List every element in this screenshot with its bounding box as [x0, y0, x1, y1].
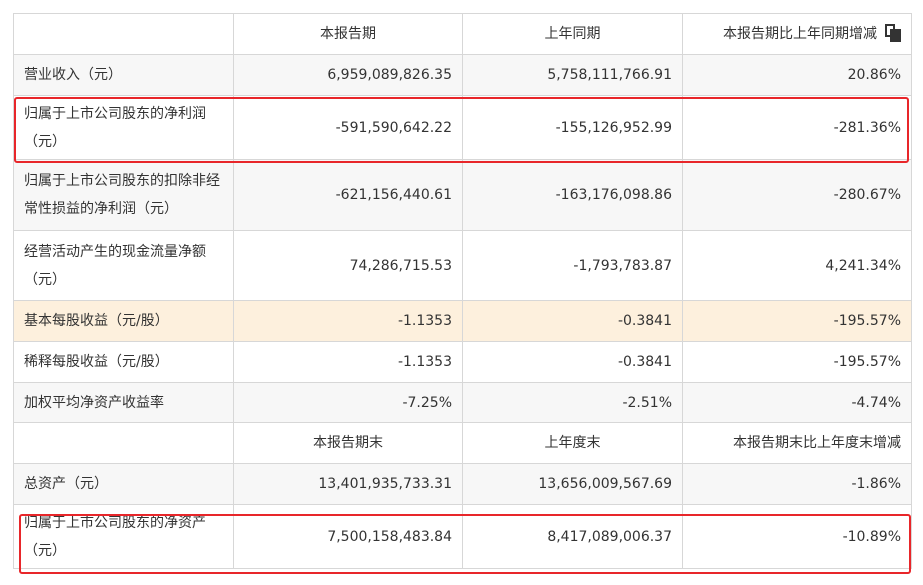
table-row: 归属于上市公司股东的净利润（元） -591,590,642.22 -155,12… — [13, 95, 912, 160]
row-value-prior: -2.51% — [462, 382, 683, 423]
row-value-current: 74,286,715.53 — [233, 230, 463, 301]
row-value-change: -1.86% — [682, 463, 912, 505]
table-row: 总资产（元） 13,401,935,733.31 13,656,009,567.… — [13, 463, 912, 505]
row-value-current: 6,959,089,826.35 — [233, 54, 463, 96]
row-value-change: 20.86% — [682, 54, 912, 96]
row-value-change: -195.57% — [682, 341, 912, 383]
row-value-change: -10.89% — [682, 504, 912, 569]
row-value-current: -591,590,642.22 — [233, 95, 463, 160]
row-value-change: -281.36% — [682, 95, 912, 160]
row-label: 基本每股收益（元/股） — [13, 300, 234, 342]
header-empty-cell — [13, 13, 234, 55]
subheader-empty-cell — [13, 422, 234, 464]
header-change-label: 本报告期比上年同期增减 — [723, 26, 877, 42]
row-value-current: 7,500,158,483.84 — [233, 504, 463, 569]
table-row-highlighted: 基本每股收益（元/股） -1.1353 -0.3841 -195.57% — [13, 300, 912, 342]
row-value-current: -621,156,440.61 — [233, 159, 463, 231]
row-label: 营业收入（元） — [13, 54, 234, 96]
header-current-period: 本报告期 — [233, 13, 463, 55]
row-value-prior: -0.3841 — [462, 300, 683, 342]
row-value-change: -280.67% — [682, 159, 912, 231]
subheader-period-end: 本报告期末 — [233, 422, 463, 464]
row-value-prior: -155,126,952.99 — [462, 95, 683, 160]
row-value-prior: 13,656,009,567.69 — [462, 463, 683, 505]
row-value-current: -1.1353 — [233, 300, 463, 342]
table-row: 归属于上市公司股东的净资产（元） 7,500,158,483.84 8,417,… — [13, 504, 912, 569]
row-label: 总资产（元） — [13, 463, 234, 505]
table-row: 稀释每股收益（元/股） -1.1353 -0.3841 -195.57% — [13, 341, 912, 383]
table-row: 营业收入（元） 6,959,089,826.35 5,758,111,766.9… — [13, 54, 912, 96]
table-row: 经营活动产生的现金流量净额（元） 74,286,715.53 -1,793,78… — [13, 230, 912, 301]
row-value-prior: -1,793,783.87 — [462, 230, 683, 301]
subheader-prior-year-end: 上年度末 — [462, 422, 683, 464]
row-value-prior: -0.3841 — [462, 341, 683, 383]
row-value-current: -1.1353 — [233, 341, 463, 383]
row-value-change: 4,241.34% — [682, 230, 912, 301]
table-row: 加权平均净资产收益率 -7.25% -2.51% -4.74% — [13, 382, 912, 423]
row-value-change: -195.57% — [682, 300, 912, 342]
subheader-change: 本报告期末比上年度末增减 — [682, 422, 912, 464]
row-value-current: 13,401,935,733.31 — [233, 463, 463, 505]
row-label: 稀释每股收益（元/股） — [13, 341, 234, 383]
table-row: 归属于上市公司股东的扣除非经常性损益的净利润（元） -621,156,440.6… — [13, 159, 912, 231]
subheader-row: 本报告期末 上年度末 本报告期末比上年度末增减 — [13, 422, 912, 464]
copy-icon[interactable] — [885, 24, 901, 42]
financial-summary-table: 本报告期 上年同期 本报告期比上年同期增减 营业收入（元） 6,959,089,… — [13, 13, 912, 569]
row-label: 经营活动产生的现金流量净额（元） — [13, 230, 234, 301]
row-label: 归属于上市公司股东的净利润（元） — [13, 95, 234, 160]
row-label: 归属于上市公司股东的扣除非经常性损益的净利润（元） — [13, 159, 234, 231]
row-label: 加权平均净资产收益率 — [13, 382, 234, 423]
row-value-prior: -163,176,098.86 — [462, 159, 683, 231]
header-prior-period: 上年同期 — [462, 13, 683, 55]
row-value-change: -4.74% — [682, 382, 912, 423]
header-change: 本报告期比上年同期增减 — [682, 13, 912, 55]
row-value-prior: 8,417,089,006.37 — [462, 504, 683, 569]
row-value-prior: 5,758,111,766.91 — [462, 54, 683, 96]
header-row: 本报告期 上年同期 本报告期比上年同期增减 — [13, 13, 912, 55]
row-label: 归属于上市公司股东的净资产（元） — [13, 504, 234, 569]
row-value-current: -7.25% — [233, 382, 463, 423]
